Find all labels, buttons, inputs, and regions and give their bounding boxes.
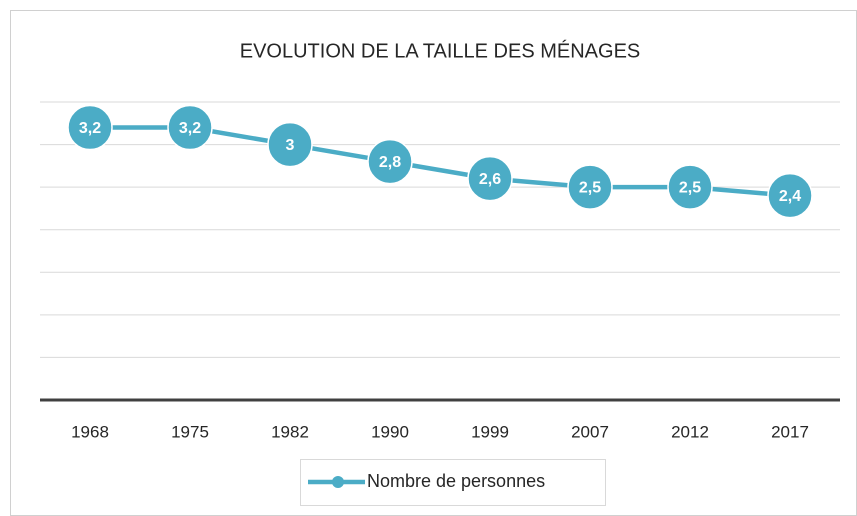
x-tick-label: 2017 bbox=[771, 422, 809, 441]
data-label: 2,5 bbox=[679, 179, 701, 196]
x-tick-label: 2007 bbox=[571, 422, 609, 441]
x-tick-label: 1999 bbox=[471, 422, 509, 441]
data-point bbox=[67, 104, 113, 151]
data-label: 3,2 bbox=[79, 120, 101, 137]
data-point bbox=[567, 164, 613, 210]
x-tick-label: 1975 bbox=[171, 422, 209, 441]
data-point bbox=[267, 121, 313, 168]
data-point bbox=[467, 155, 513, 202]
legend-label: Nombre de personnes bbox=[367, 471, 545, 491]
data-label: 2,8 bbox=[379, 154, 401, 171]
data-label: 3,2 bbox=[179, 120, 201, 137]
x-tick-label: 1990 bbox=[371, 422, 409, 441]
chart-frame bbox=[10, 10, 857, 516]
x-tick-label: 1968 bbox=[71, 422, 109, 441]
x-tick-label: 1982 bbox=[271, 422, 309, 441]
legend-marker bbox=[332, 476, 344, 488]
data-label: 2,6 bbox=[479, 171, 501, 188]
data-point bbox=[667, 164, 713, 210]
data-point bbox=[767, 172, 813, 219]
data-label: 2,4 bbox=[779, 188, 801, 205]
chart-title: EVOLUTION DE LA TAILLE DES MÉNAGES bbox=[240, 39, 641, 62]
data-point bbox=[367, 138, 413, 185]
data-point bbox=[167, 104, 213, 151]
x-tick-label: 2012 bbox=[671, 422, 709, 441]
data-label: 3 bbox=[286, 137, 295, 154]
data-label: 2,5 bbox=[579, 179, 601, 196]
